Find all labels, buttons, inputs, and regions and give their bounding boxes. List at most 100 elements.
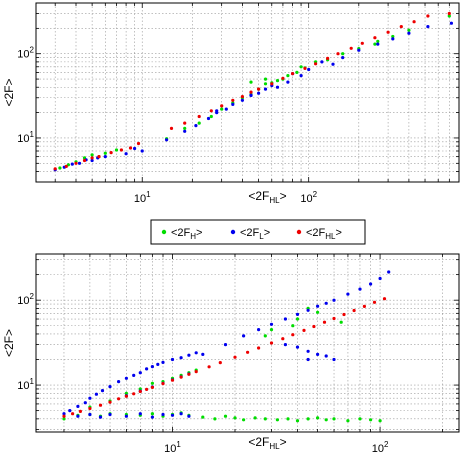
top-point-hl xyxy=(281,76,285,80)
bottom-point-l xyxy=(76,414,80,418)
bottom-point-h xyxy=(316,310,320,314)
bottom-point-h xyxy=(150,412,154,416)
top-x-axis-label-base: <2F xyxy=(248,189,269,203)
top-x-tick-label-10-exp: 1 xyxy=(146,190,151,199)
bottom-point-l xyxy=(378,276,382,281)
top-point-h xyxy=(373,42,377,46)
bottom-point-hl xyxy=(150,385,154,389)
bottom-point-l xyxy=(124,376,128,380)
top-point-l xyxy=(426,25,430,29)
legend-box xyxy=(150,219,366,245)
legend-label-h-sub: H xyxy=(190,232,196,241)
bottom-point-hl xyxy=(187,372,191,376)
bottom-point-hl xyxy=(382,297,387,301)
bottom-point-hl xyxy=(207,365,211,369)
top-point-l xyxy=(376,42,380,46)
top-point-l xyxy=(357,48,361,52)
bottom-point-hl xyxy=(132,392,136,396)
bottom-point-h xyxy=(233,416,237,420)
bottom-point-hl xyxy=(312,324,316,329)
top-x-axis-label-tail: > xyxy=(280,189,287,203)
top-x-tick-label-100: 102 xyxy=(300,190,317,205)
top-point-h xyxy=(299,65,303,69)
bottom-point-h xyxy=(291,324,295,328)
top-point-l xyxy=(341,56,345,60)
bottom-x-tick-label-100-exp: 2 xyxy=(384,440,389,449)
bottom-point-l xyxy=(150,415,154,419)
bottom-point-l xyxy=(324,301,328,305)
bottom-point-l xyxy=(283,343,287,347)
bottom-point-l xyxy=(316,304,320,308)
top-point-l xyxy=(103,155,107,159)
legend-label-l-base: <2F xyxy=(240,227,260,239)
bottom-point-hl xyxy=(145,387,149,391)
bottom-point-h xyxy=(213,417,217,421)
bottom-x-axis-label-tail: > xyxy=(280,435,287,449)
bottom-ticks xyxy=(36,254,459,432)
bottom-point-h xyxy=(295,317,300,321)
top-plot-frame xyxy=(35,2,460,183)
bottom-point-l xyxy=(170,357,175,362)
bottom-y-tick-label-100-exp: 2 xyxy=(30,292,35,301)
bottom-point-l xyxy=(223,343,228,347)
bottom-point-hl xyxy=(246,350,250,354)
top-point-l xyxy=(307,67,311,72)
top-point-l xyxy=(140,149,144,153)
bottom-x-axis-label-sub: HL xyxy=(269,442,280,451)
bottom-point-l xyxy=(108,385,112,389)
bottom-point-hl xyxy=(332,316,336,321)
top-point-h xyxy=(183,126,187,130)
bottom-point-l xyxy=(62,412,66,416)
bottom-point-l xyxy=(138,371,142,375)
top-point-hl xyxy=(109,151,113,155)
top-point-h xyxy=(263,77,268,81)
legend-marker-hl xyxy=(296,229,302,235)
bottom-point-l xyxy=(295,312,300,316)
bottom-y-tick-label-10-mant: 10 xyxy=(17,380,29,392)
top-point-l xyxy=(194,124,198,128)
top-scatter-plot: <2FHL> <2F> 101 102 101 102 xyxy=(2,2,460,205)
bottom-y-tick-label-10-exp: 1 xyxy=(30,377,35,386)
bottom-point-h xyxy=(223,414,228,418)
top-point-l xyxy=(124,152,128,156)
top-point-h xyxy=(263,82,268,86)
bottom-point-l xyxy=(98,415,103,419)
bottom-point-hl xyxy=(233,355,237,359)
top-point-h xyxy=(114,148,119,152)
legend-label-h-tail: > xyxy=(196,227,202,239)
bottom-y-tick-label-100: 102 xyxy=(17,292,34,307)
bottom-point-l xyxy=(324,354,328,358)
bottom-point-l xyxy=(76,404,80,408)
top-point-l xyxy=(249,93,253,97)
top-point-l xyxy=(391,37,395,41)
top-grid xyxy=(36,3,459,182)
bottom-point-h xyxy=(62,417,66,421)
bottom-point-l xyxy=(161,412,165,417)
top-point-l xyxy=(206,116,211,121)
top-point-hl xyxy=(326,56,330,61)
bottom-point-h xyxy=(253,416,257,420)
bottom-point-l xyxy=(283,317,287,321)
bottom-point-l xyxy=(316,352,320,356)
bottom-point-l xyxy=(369,282,373,286)
bottom-point-hl xyxy=(302,328,306,332)
bottom-point-hl xyxy=(218,361,222,365)
top-point-hl xyxy=(119,148,123,152)
top-point-l xyxy=(257,91,261,95)
top-x-tick-label-100-mant: 10 xyxy=(300,193,312,205)
bottom-point-hl xyxy=(269,341,274,345)
bottom-point-l xyxy=(94,392,98,396)
top-point-hl xyxy=(249,90,253,94)
legend-label-l-tail: > xyxy=(264,227,270,239)
bottom-point-l xyxy=(295,345,300,349)
bottom-point-hl xyxy=(362,304,366,308)
top-point-hl xyxy=(270,82,274,86)
top-point-hl xyxy=(386,30,390,34)
top-point-hl xyxy=(303,66,307,70)
bottom-point-l xyxy=(179,412,183,416)
top-point-h xyxy=(391,34,395,39)
bottom-point-l xyxy=(306,349,310,353)
top-point-hl xyxy=(373,36,377,40)
bottom-point-hl xyxy=(257,346,261,350)
